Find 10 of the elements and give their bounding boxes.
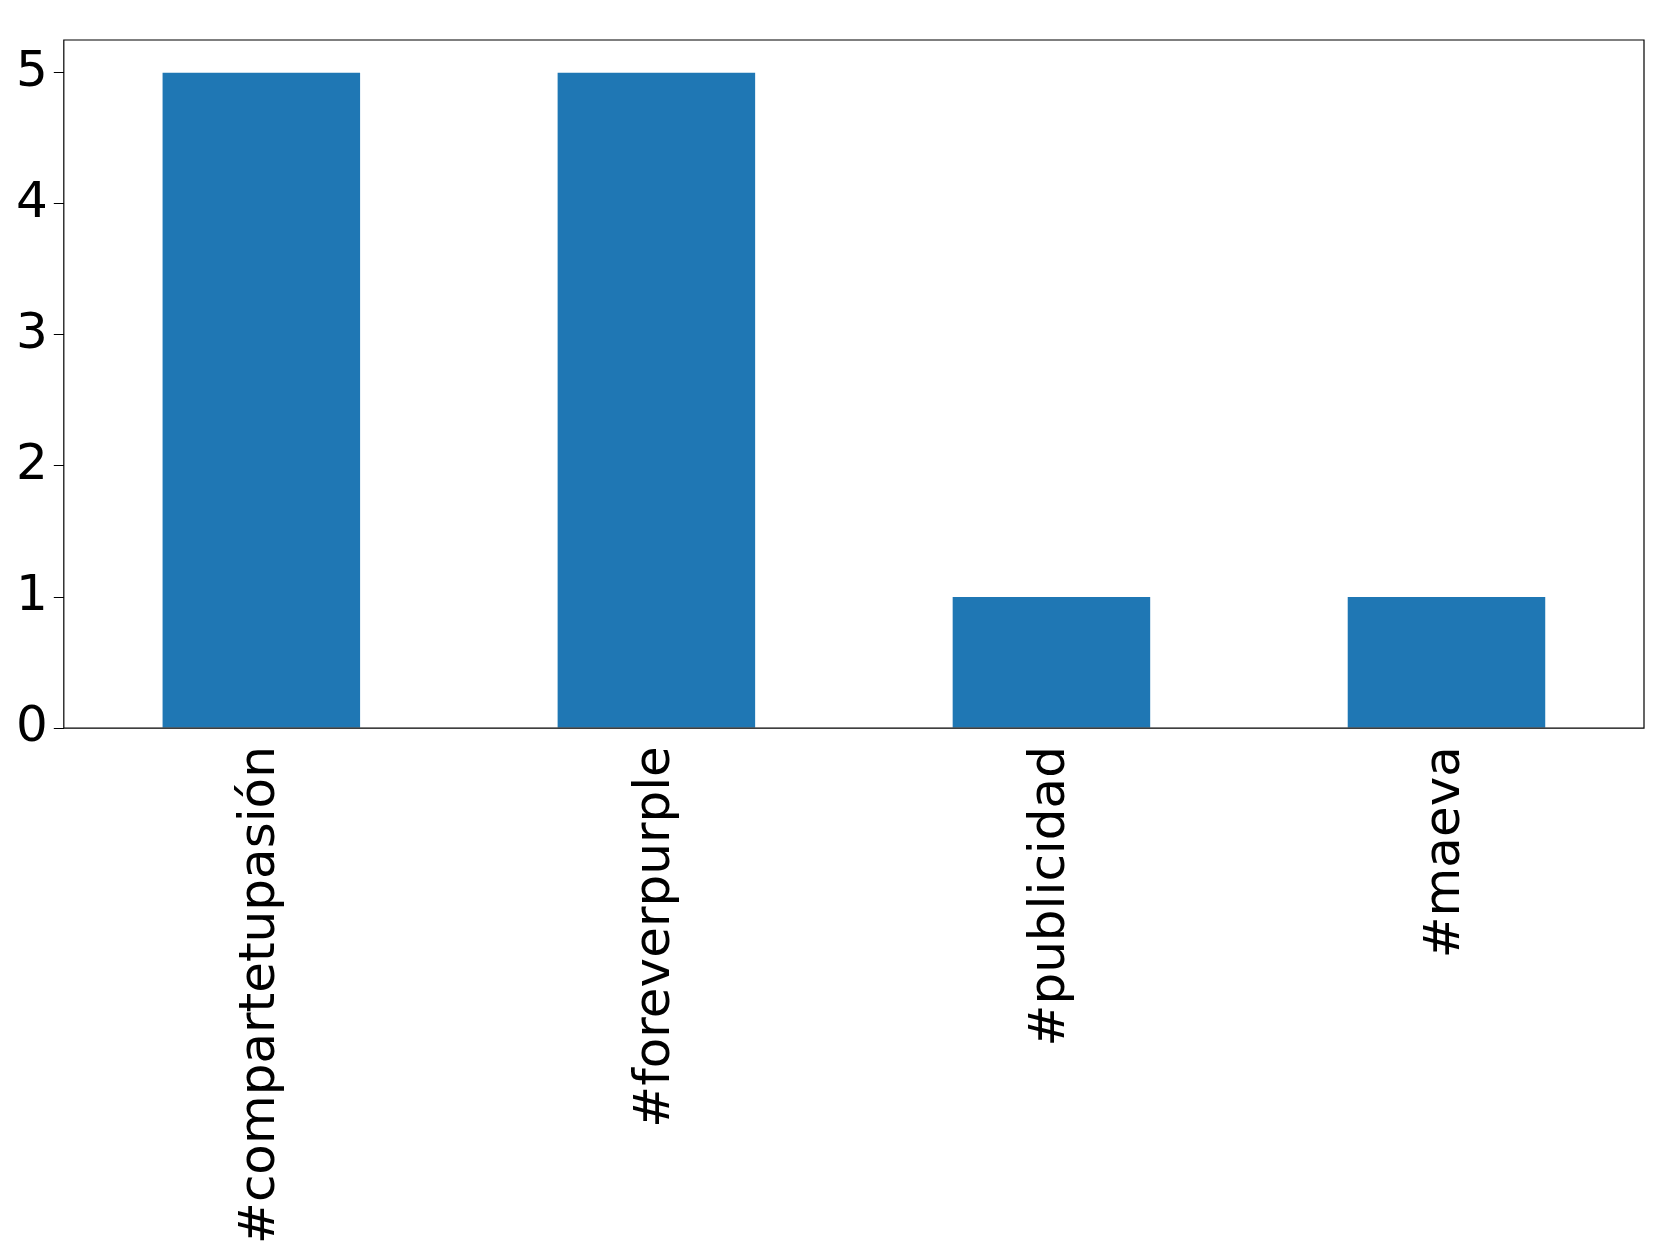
y-tick-label: 2 [16,432,48,491]
y-tick-label: 3 [16,301,48,360]
y-tick-label: 5 [16,39,48,98]
x-tick-label: #compartetupasión [228,746,287,1245]
y-tick-label: 4 [16,170,48,229]
x-tick-label: #publicidad [1018,746,1077,1047]
y-tick-label: 1 [16,564,48,623]
y-tick-label: 0 [16,695,48,754]
x-tick-label: #foreverpurple [623,746,682,1128]
x-tick-label: #maeva [1413,746,1472,959]
